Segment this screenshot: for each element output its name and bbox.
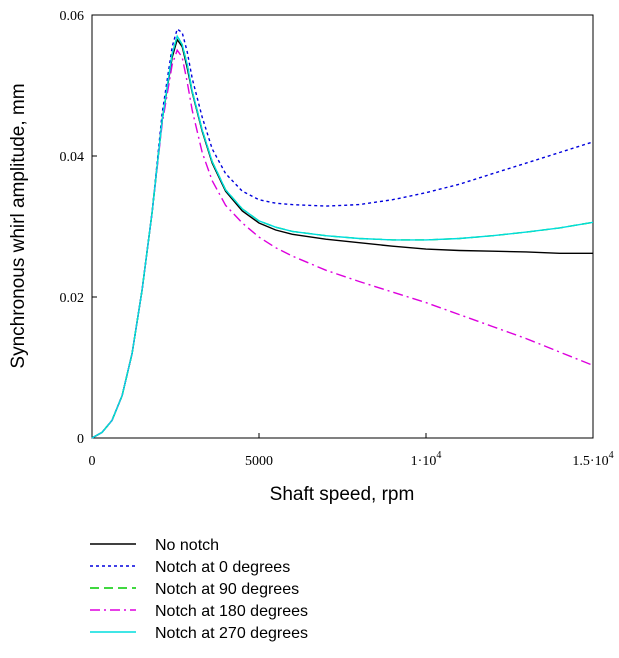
y-tick-label: 0.04 xyxy=(60,150,85,165)
legend-label-1: Notch at 0 degrees xyxy=(155,559,290,576)
y-ticks: 0 0.02 0.04 0.06 xyxy=(60,9,97,447)
legend: No notch Notch at 0 degrees Notch at 90 de… xyxy=(90,537,308,642)
series-line-4 xyxy=(91,34,594,439)
legend-label-2: Notch at 90 degrees xyxy=(155,581,299,598)
x-tick-label: 1.5·104 xyxy=(572,450,613,469)
plot-frame xyxy=(91,14,594,439)
y-tick-label: 0 xyxy=(77,432,84,447)
x-tick-label: 0 xyxy=(89,454,96,469)
x-tick-label: 1·104 xyxy=(411,450,442,469)
y-axis-label: Synchronous whirl amplitude, mm xyxy=(8,83,29,368)
series-line-0 xyxy=(91,38,593,439)
y-tick-label: 0.02 xyxy=(60,291,85,306)
legend-label-0: No notch xyxy=(155,537,219,554)
series-lines xyxy=(91,27,594,439)
legend-label-3: Notch at 180 degrees xyxy=(155,603,308,620)
legend-label-4: Notch at 270 degrees xyxy=(155,625,308,642)
series-line-3 xyxy=(91,48,594,439)
y-tick-label: 0.06 xyxy=(60,9,85,24)
x-ticks: 0 5000 1·104 1.5·104 xyxy=(89,433,614,469)
x-axis-label: Shaft speed, rpm xyxy=(270,484,415,505)
x-tick-label: 5000 xyxy=(245,454,273,469)
